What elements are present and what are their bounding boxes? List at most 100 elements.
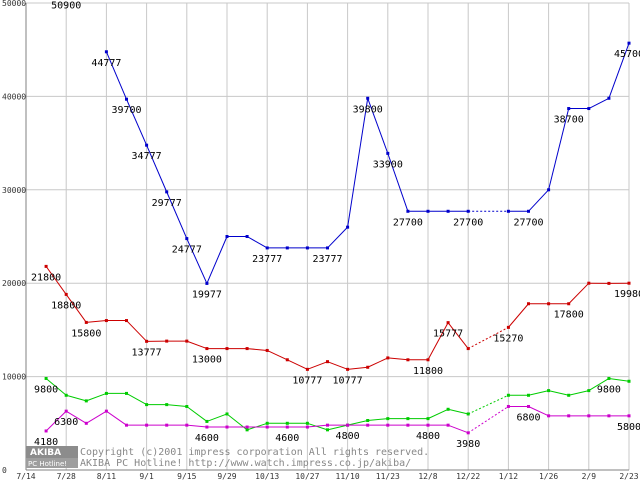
series-0-point [446,209,450,213]
series-0-point [326,246,329,250]
logo-bottom-text: PC Hotline! [28,460,67,468]
series-2-point [145,403,149,407]
series-3-point [245,425,249,429]
data-label: 6800 [516,412,540,423]
series-1-point [205,347,209,351]
series-0-point [386,151,390,155]
series-1-point [326,360,329,364]
series-2-point [165,403,169,407]
series-2-point [547,389,551,393]
series-3-point [104,409,108,413]
series-1-point [607,281,611,285]
series-0-segment [528,189,549,212]
series-1-point [527,302,530,306]
series-3-segment [106,410,127,426]
series-2-point [305,421,309,425]
series-2-point [366,418,370,422]
series-2-segment [588,378,610,392]
series-3-point [547,414,551,418]
data-label: 50900 [51,1,81,12]
series-0-point [165,190,169,194]
series-2-segment [447,408,469,415]
series-3-segment [528,406,549,417]
grid-lines [25,2,630,471]
series-2-dashed-segment [467,394,509,415]
series-3-segment [186,424,207,428]
axes [25,3,629,471]
series-1-segment [126,320,147,342]
series-1-point [346,367,350,371]
series-1-segment [367,357,389,368]
series-3-segment [65,410,87,424]
series-2-point [265,421,269,425]
series-2-segment [427,408,449,420]
data-label: 39700 [111,105,141,116]
x-tick-label: 8/11 [97,472,116,480]
x-tick-label: 2/23 [619,472,638,480]
series-2-point [627,379,631,383]
series-2-point [326,428,329,432]
series-3-point [346,423,350,427]
series-0-segment [347,98,369,228]
series-2-segment [347,420,368,426]
series-2-segment [66,394,87,402]
data-label: 4180 [34,437,58,448]
series-3-segment [307,424,328,428]
logo-top-text: AKIBA [30,448,61,458]
series-0-point [104,50,108,54]
data-label: 34777 [132,151,162,162]
y-tick-label: 10000 [2,373,26,382]
series-3-point [527,404,530,408]
series-0-point [225,235,229,238]
series-0-segment [105,51,127,100]
series-3-point [466,431,470,435]
x-tick-label: 9/1 [139,472,154,480]
series-2-point [506,393,510,397]
series-1-point [466,347,470,351]
watermark: AKIBA PC Hotline! Copyright (c)2001 impr… [26,446,429,469]
series-0-point [587,107,591,111]
series-1-segment [447,322,469,349]
series-2-point [607,376,611,380]
series-1-point [125,319,128,323]
series-3-segment [45,410,67,432]
x-tick-label: 10/13 [255,472,279,480]
data-label: 19977 [192,289,222,300]
series-3-point [165,423,169,427]
series-1-point [426,358,430,362]
data-label: 15800 [71,328,101,339]
data-label: 3980 [456,439,480,450]
series-0-point [426,209,430,213]
series-1-point [145,339,149,343]
series-0-point [305,246,309,250]
series-1-point [64,292,68,296]
series-2-segment [528,390,549,396]
series-1-point [587,281,591,285]
series-2-point [64,393,68,397]
series-0-segment [166,191,188,239]
series-0-point [527,209,530,213]
copyright-line: Copyright (c)2001 impress corporation Al… [80,447,429,458]
series-2-point [44,376,48,380]
site-line: AKIBA PC Hotline! http://www.watch.impre… [80,458,411,469]
data-label: 17800 [554,310,584,321]
data-label: 4800 [336,431,360,442]
series-0-segment [146,144,168,193]
series-1-segment [186,340,208,350]
series-3-point [145,423,149,427]
data-label: 38700 [554,115,584,126]
x-tick-label: 12/22 [456,472,480,480]
series-2-point [386,417,390,421]
series-0-segment [548,108,570,190]
data-label: 4600 [275,433,299,444]
series-lines [44,41,631,435]
series-0-point [205,281,209,285]
series-3-point [406,423,410,427]
data-label: 45700 [614,49,640,60]
series-0-point [346,225,350,229]
data-label: 15777 [433,329,463,340]
series-1-point [185,339,189,343]
x-tick-label: 2/9 [582,472,597,480]
series-0-point [245,235,249,238]
series-0-point [406,209,410,213]
